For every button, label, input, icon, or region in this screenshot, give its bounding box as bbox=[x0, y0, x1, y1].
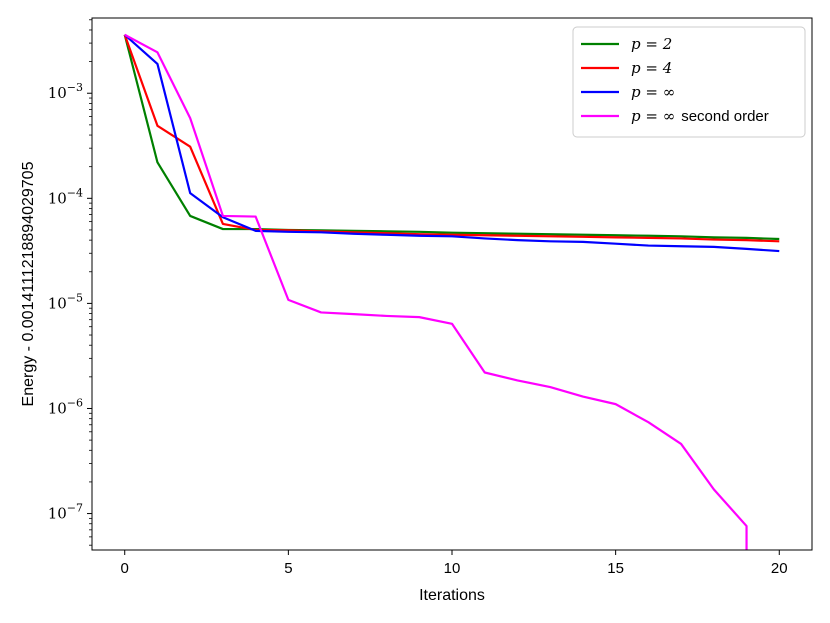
series-line-2 bbox=[123, 34, 780, 243]
y-tick-label: 10−4 bbox=[48, 186, 83, 207]
legend-box bbox=[572, 26, 806, 138]
x-tick-label: 15 bbox=[607, 560, 624, 577]
y-tick-label: 10−3 bbox=[48, 81, 83, 102]
x-tick-label: 10 bbox=[444, 560, 461, 577]
legend-label: p = 2 bbox=[631, 35, 672, 53]
x-tick-label: 0 bbox=[121, 560, 129, 577]
x-axis-title: Iterations bbox=[419, 587, 485, 604]
legend-label: p = 4 bbox=[631, 59, 672, 77]
legend-label: p = ∞ bbox=[631, 83, 675, 101]
y-tick-label: 10−7 bbox=[48, 502, 83, 523]
x-tick-label: 20 bbox=[771, 560, 788, 577]
y-tick-label: 10−5 bbox=[48, 291, 83, 312]
series-line-1 bbox=[123, 34, 780, 241]
y-tick-label: 10−6 bbox=[48, 396, 83, 417]
y-axis: 10−7 10−6 10−5 10−4 10−3 bbox=[48, 19, 92, 546]
series-line-4 bbox=[124, 33, 748, 550]
series-line-3 bbox=[123, 33, 780, 253]
legend: p = 2 p = 4 p = ∞ p = ∞ second order bbox=[572, 26, 806, 138]
y-axis-title: Energy - 0.0014111218894029705 bbox=[20, 161, 37, 406]
x-axis: 0 5 10 15 20 bbox=[121, 550, 788, 577]
x-tick-label: 5 bbox=[284, 560, 292, 577]
legend-label: p = ∞ second order bbox=[631, 107, 769, 125]
series-layer bbox=[123, 33, 780, 550]
